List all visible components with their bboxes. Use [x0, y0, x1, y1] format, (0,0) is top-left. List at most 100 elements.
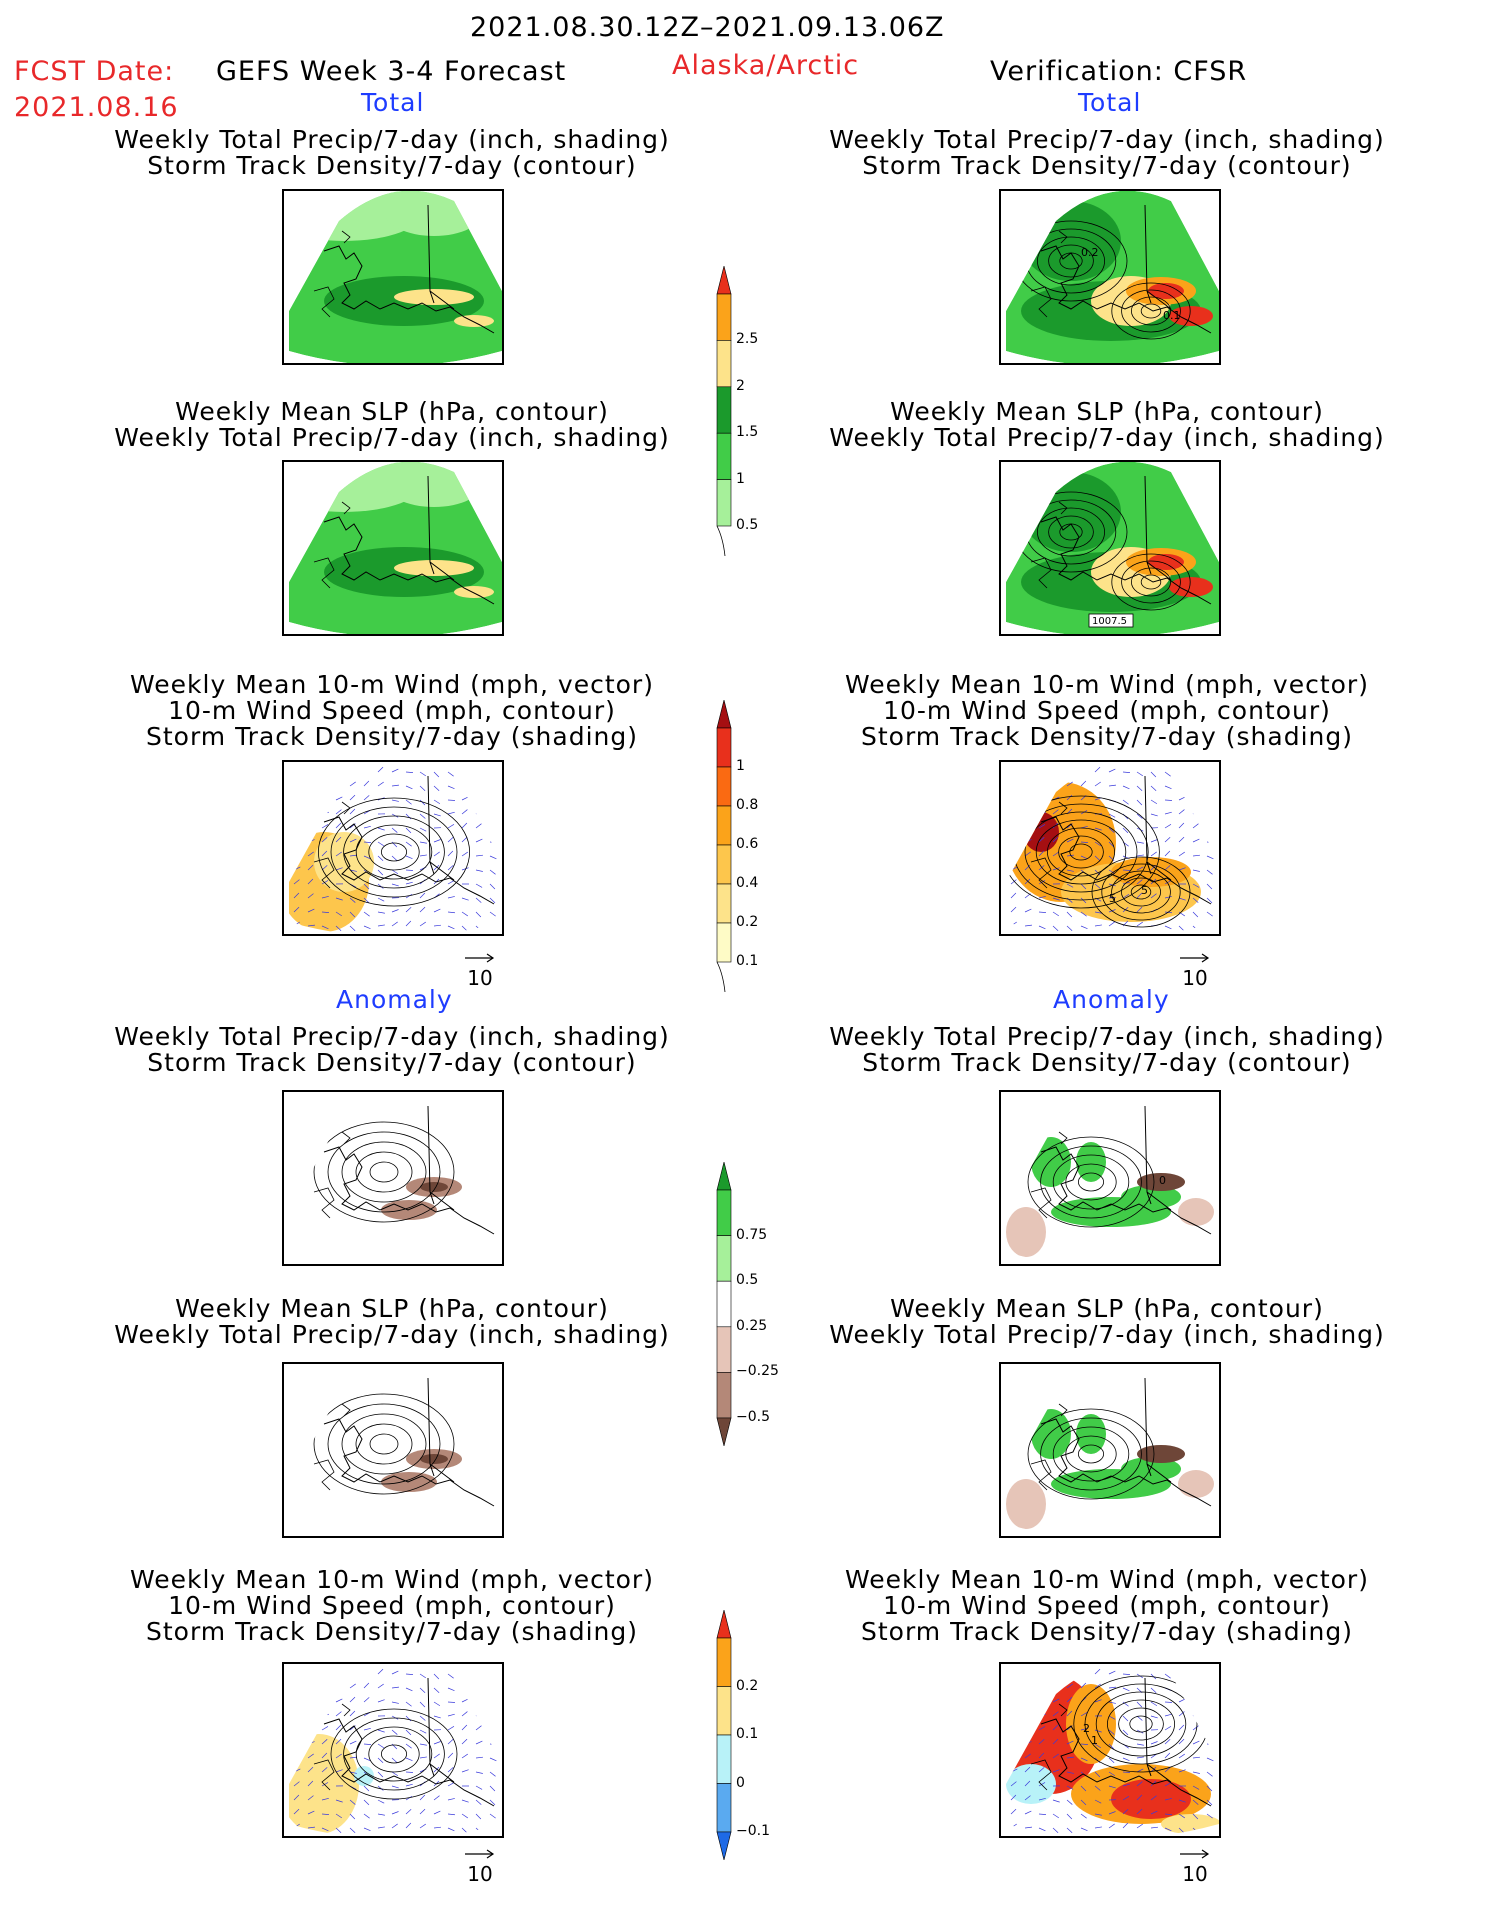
- colorbar-cap: [716, 1162, 732, 1191]
- forecast-title: GEFS Week 3-4 Forecast: [216, 56, 567, 87]
- title-obs-anom-slp: Weekly Mean SLP (hPa, contour) Weekly Tot…: [829, 1294, 1385, 1349]
- colorbar-precip-anom: 0.75 0.5 0.25 −0.25 −0.5: [716, 1162, 806, 1446]
- colorbar-tick-label: −0.5: [736, 1409, 770, 1425]
- map-obs-total-wind: 5 5: [999, 760, 1221, 936]
- map-graphic: [1006, 1364, 1219, 1536]
- map-graphic: [289, 191, 502, 363]
- map-obs-anom-slp: [999, 1362, 1221, 1538]
- colorbar-tick-label: 0.2: [736, 1677, 759, 1694]
- title-fcst-total-slp: Weekly Mean SLP (hPa, contour) Weekly Tot…: [114, 397, 670, 452]
- colorbar-cap: [716, 266, 732, 295]
- contour-label: 0: [1159, 1174, 1166, 1187]
- map-graphic: [289, 762, 502, 934]
- title-obs-anom-wind: Weekly Mean 10-m Wind (mph, vector) 10-m …: [845, 1565, 1369, 1646]
- title-fcst-anom-wind: Weekly Mean 10-m Wind (mph, vector) 10-m …: [130, 1565, 654, 1646]
- colorbar-cap: [716, 1831, 732, 1860]
- title-obs-total-wind: Weekly Mean 10-m Wind (mph, vector) 10-m …: [845, 670, 1369, 751]
- colorbar-tick-label: 0.75: [736, 1226, 768, 1243]
- colorbar-storm-total: 1 0.8 0.6 0.4 0.2 0.1: [716, 700, 806, 992]
- colorbar-segment: [716, 1280, 732, 1328]
- colorbar-segment: [716, 1637, 732, 1687]
- colorbar-segment: [716, 293, 732, 341]
- reference-arrow-icon: [465, 953, 495, 963]
- reference-arrow-label: 10: [467, 1862, 493, 1886]
- contour-label: 5: [1109, 892, 1116, 905]
- period-title: 2021.08.30.12Z–2021.09.13.06Z: [470, 12, 945, 43]
- map-graphic: [289, 1664, 502, 1836]
- contour-label: 0.2: [1081, 246, 1099, 259]
- colorbar-segment: [716, 1734, 732, 1784]
- fcst-date-label: FCST Date:: [14, 56, 175, 87]
- title-obs-anom-precip: Weekly Total Precip/7-day (inch, shading…: [829, 1022, 1385, 1077]
- reference-arrow-icon: [1180, 1849, 1210, 1859]
- colorbar-tick-label: 0.6: [736, 836, 759, 852]
- map-obs-total-slp: 1007.5: [999, 460, 1221, 636]
- colorbar-segment: [716, 479, 732, 527]
- colorbar-tail: [716, 961, 726, 992]
- section-total-left: Total: [361, 88, 425, 117]
- map-graphic: 2 1: [1006, 1664, 1219, 1836]
- colorbar-storm-anom: 0.2 0.1 0 −0.1: [716, 1610, 806, 1860]
- reference-arrow-icon: [465, 1849, 495, 1859]
- fcst-date-value: 2021.08.16: [14, 92, 179, 123]
- title-fcst-anom-precip: Weekly Total Precip/7-day (inch, shading…: [114, 1022, 670, 1077]
- map-fcst-anom-slp: [282, 1362, 504, 1538]
- colorbar-segment: [716, 432, 732, 480]
- reference-arrow-label: 10: [1182, 1862, 1208, 1886]
- colorbar-segment: [716, 883, 732, 924]
- contour-label: 5: [1141, 884, 1148, 897]
- map-fcst-anom-precip: [282, 1090, 504, 1266]
- title-fcst-total-precip: Weekly Total Precip/7-day (inch, shading…: [114, 125, 670, 180]
- contour-label: 2: [1083, 1722, 1090, 1735]
- colorbar-precip-total: 2.5 2 1.5 1 0.5: [716, 266, 806, 556]
- map-fcst-total-precip: [282, 189, 504, 365]
- colorbar-tick-label: 0: [736, 1774, 745, 1791]
- colorbar-graphic: [716, 1162, 732, 1446]
- reference-arrow-label: 10: [467, 966, 493, 990]
- colorbar-tick-label: 1: [736, 470, 745, 487]
- colorbar-segment: [716, 340, 732, 388]
- colorbar-cap: [716, 1417, 732, 1446]
- colorbar-segment: [716, 1783, 732, 1833]
- colorbar-tick-label: 1.5: [736, 424, 759, 441]
- colorbar-tick-label: 1: [736, 758, 745, 774]
- title-obs-total-precip: Weekly Total Precip/7-day (inch, shading…: [829, 125, 1385, 180]
- colorbar-tick-label: 0.1: [736, 1726, 759, 1742]
- colorbar-segment: [716, 386, 732, 434]
- colorbar-tick-label: 0.5: [736, 1272, 759, 1289]
- map-graphic: [289, 462, 502, 634]
- colorbar-tick-label: 2: [736, 377, 745, 394]
- map-obs-anom-wind: 2 1: [999, 1662, 1221, 1838]
- colorbar-tick-label: 2.5: [736, 331, 759, 348]
- map-graphic: 5 5: [1006, 762, 1219, 934]
- title-fcst-anom-slp: Weekly Mean SLP (hPa, contour) Weekly Tot…: [114, 1294, 670, 1349]
- region-title: Alaska/Arctic: [672, 50, 860, 81]
- colorbar-tick-label: 0.25: [736, 1317, 768, 1334]
- colorbar-segment: [716, 1372, 732, 1419]
- map-graphic: [289, 1092, 502, 1264]
- map-fcst-total-slp: [282, 460, 504, 636]
- colorbar-tick-label: 0.8: [736, 797, 759, 813]
- map-graphic: 0: [1006, 1092, 1219, 1264]
- colorbar-tail: [716, 525, 726, 556]
- colorbar-segment: [716, 1189, 732, 1236]
- contour-label: 0.1: [1163, 309, 1181, 322]
- map-fcst-total-wind: [282, 760, 504, 936]
- reference-arrow-icon: [1180, 953, 1210, 963]
- colorbar-segment: [716, 1686, 732, 1736]
- colorbar-cap: [716, 700, 732, 729]
- verification-title: Verification: CFSR: [990, 56, 1248, 87]
- title-fcst-total-wind: Weekly Mean 10-m Wind (mph, vector) 10-m …: [130, 670, 654, 751]
- colorbar-tick-label: 0.5: [736, 517, 759, 533]
- section-anomaly-right: Anomaly: [1053, 985, 1170, 1014]
- colorbar-segment: [716, 727, 732, 768]
- map-graphic: [289, 1364, 502, 1536]
- colorbar-segment: [716, 805, 732, 846]
- colorbar-segment: [716, 766, 732, 807]
- colorbar-cap: [716, 1610, 732, 1639]
- section-total-right: Total: [1078, 88, 1142, 117]
- map-graphic: 0.2 0.1: [1006, 191, 1219, 363]
- colorbar-segment: [716, 922, 732, 963]
- section-anomaly-left: Anomaly: [336, 985, 453, 1014]
- colorbar-segment: [716, 1326, 732, 1373]
